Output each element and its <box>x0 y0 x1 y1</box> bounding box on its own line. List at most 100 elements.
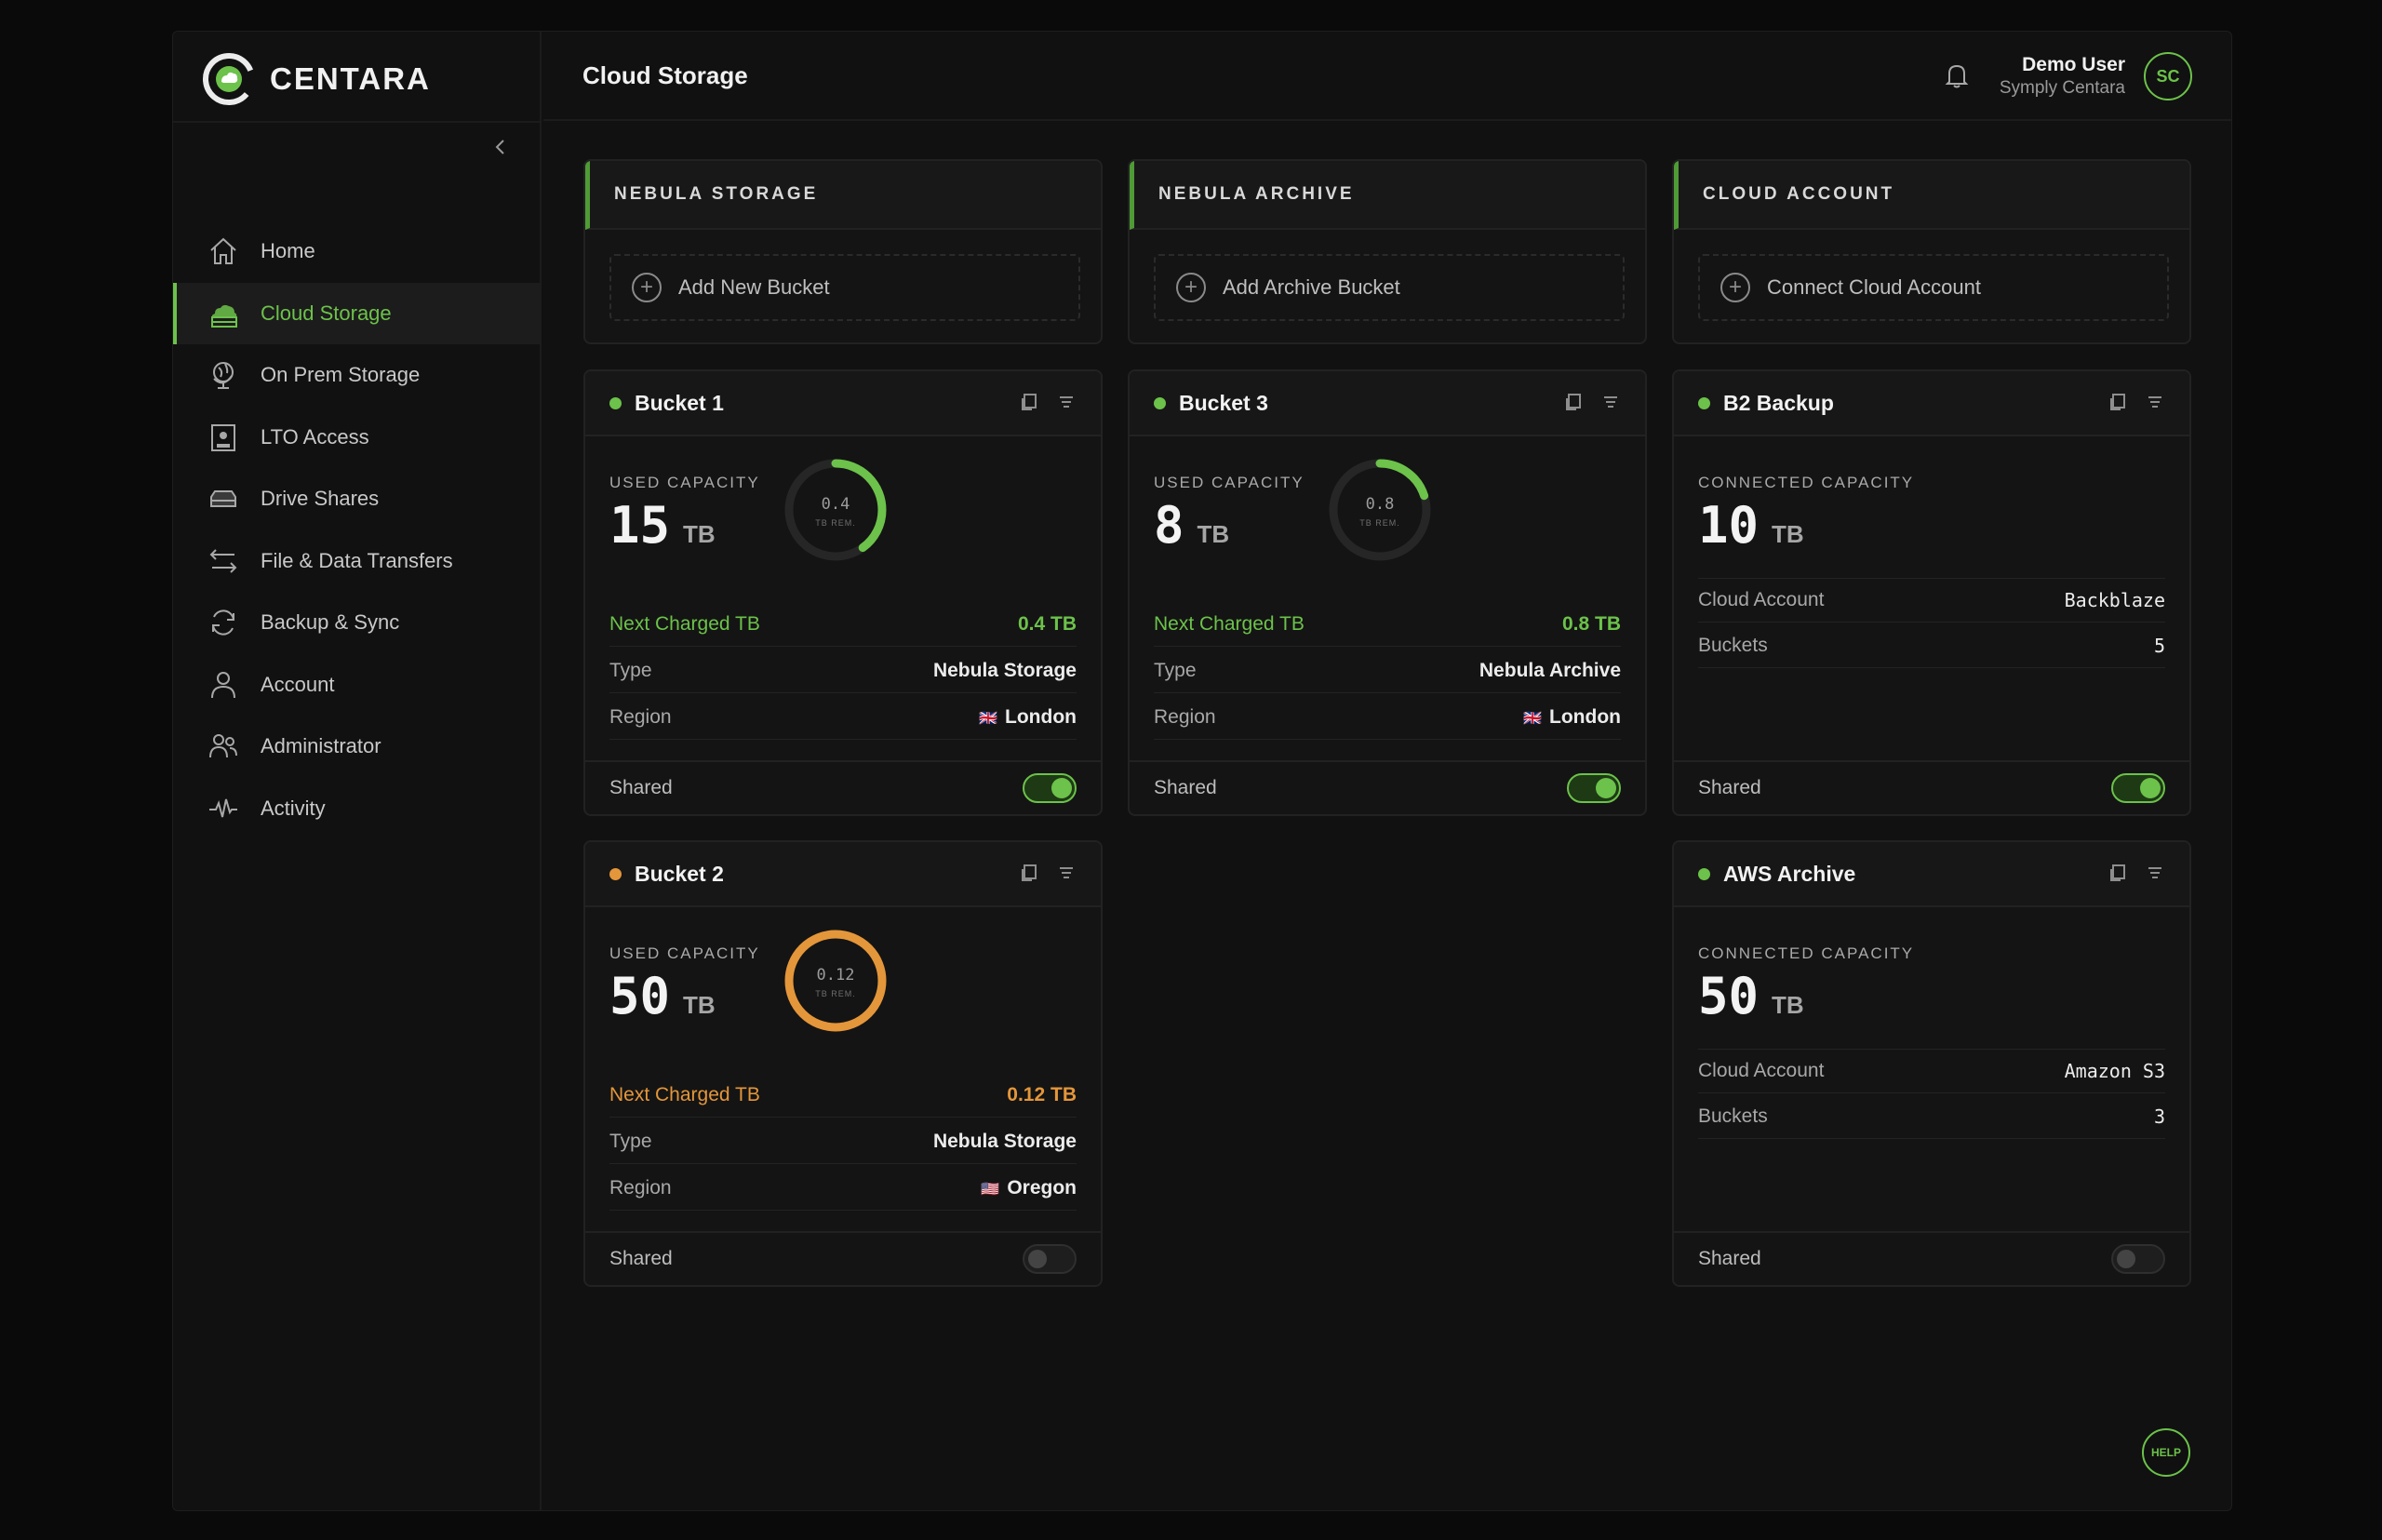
shared-row: Shared <box>1130 760 1645 814</box>
capacity-value: 50 <box>1698 967 1760 1025</box>
avatar[interactable]: SC <box>2144 52 2192 100</box>
shared-toggle[interactable] <box>1023 773 1077 803</box>
status-dot <box>1154 396 1166 409</box>
region-row: Region 🇬🇧 London <box>1154 695 1621 740</box>
type-row: Type Nebula Storage <box>609 649 1077 693</box>
next-charged-value: 0.12 TB <box>1007 1083 1077 1105</box>
top-bar: Cloud Storage Demo User Symply Centara S… <box>543 32 2231 121</box>
type-value: Nebula Storage <box>932 659 1077 681</box>
region-label: Region <box>1154 705 1216 728</box>
bucket-name: Bucket 1 <box>635 390 724 415</box>
remaining-value: 0.4 <box>822 495 850 514</box>
add-archive-bucket-button[interactable]: + Add Archive Bucket <box>1154 254 1625 321</box>
capacity-label: USED CAPACITY <box>609 944 760 962</box>
sidebar-item-account[interactable]: Account <box>173 654 540 716</box>
bucket-card-bucket-2[interactable]: Bucket 2 USED CAPACITY 50 TB 0.12 TB REM.… <box>583 840 1103 1287</box>
sidebar-item-label: Home <box>261 239 315 263</box>
plus-circle-icon: + <box>1720 273 1750 302</box>
copy-icon[interactable] <box>2108 392 2128 412</box>
menu-icon[interactable] <box>2145 392 2165 412</box>
sync-icon <box>212 609 234 636</box>
copy-icon[interactable] <box>1019 863 1039 883</box>
remaining-donut: 0.8 TB REM. <box>1329 459 1431 561</box>
next-charged-value: 0.8 TB <box>1561 612 1621 635</box>
menu-icon[interactable] <box>1056 863 1077 883</box>
type-value: Nebula Archive <box>1479 659 1621 681</box>
sidebar-item-administrator[interactable]: Administrator <box>173 716 540 778</box>
menu-icon[interactable] <box>1600 392 1621 412</box>
region-label: Region <box>609 1176 672 1199</box>
menu-icon[interactable] <box>1056 392 1077 412</box>
cloud-account-card-b2-backup[interactable]: B2 Backup CONNECTED CAPACITY 10 TB Cloud … <box>1672 369 2191 816</box>
button-label: Connect Cloud Account <box>1767 275 1981 299</box>
remaining-donut: 0.12 TB REM. <box>784 930 887 1032</box>
status-dot <box>609 396 622 409</box>
capacity-unit: TB <box>1772 991 1804 1019</box>
shared-toggle[interactable] <box>1023 1244 1077 1274</box>
sidebar-item-label: On Prem Storage <box>261 363 421 387</box>
bucket-card-bucket-1[interactable]: Bucket 1 USED CAPACITY 15 TB 0.4 TB REM. … <box>583 369 1103 816</box>
shared-row: Shared <box>1674 760 2189 814</box>
sidebar-item-label: Administrator <box>261 734 381 758</box>
user-icon <box>211 671 235 698</box>
shared-label: Shared <box>1698 1248 1761 1269</box>
status-dot <box>1698 867 1710 880</box>
sidebar-nav: Home Cloud Storage On Prem Storage LTO A… <box>173 221 540 839</box>
sidebar-item-on-prem-storage[interactable]: On Prem Storage <box>173 344 540 407</box>
type-value: Nebula Storage <box>932 1130 1077 1152</box>
sidebar-item-label: LTO Access <box>261 424 369 449</box>
cloud-account-card-aws-archive[interactable]: AWS Archive CONNECTED CAPACITY 50 TB Clou… <box>1672 840 2191 1287</box>
sidebar-item-label: Cloud Storage <box>261 301 392 325</box>
copy-icon[interactable] <box>1563 392 1584 412</box>
buckets-row: Buckets 3 <box>1698 1094 2165 1139</box>
region-value: London <box>1005 705 1077 728</box>
help-button[interactable]: HELP <box>2142 1428 2190 1477</box>
copy-icon[interactable] <box>2108 863 2128 883</box>
capacity-label: CONNECTED CAPACITY <box>1698 944 1915 962</box>
uk-flag-icon: 🇬🇧 <box>979 710 998 727</box>
collapse-sidebar-button[interactable] <box>489 136 512 158</box>
region-row: Region 🇬🇧 London <box>609 695 1077 740</box>
bell-icon[interactable] <box>1941 60 1973 91</box>
bucket-card-bucket-3[interactable]: Bucket 3 USED CAPACITY 8 TB 0.8 TB REM. N… <box>1128 369 1647 816</box>
sidebar-item-home[interactable]: Home <box>173 221 540 283</box>
cloud-account-row: Cloud Account Amazon S3 <box>1698 1049 2165 1093</box>
app-window: CENTARA Home Cloud Storage On Prem Stora… <box>172 31 2232 1511</box>
shared-label: Shared <box>609 1248 673 1269</box>
us-flag-icon: 🇺🇸 <box>981 1181 1000 1198</box>
next-charged-row: Next Charged TB 0.8 TB <box>1154 602 1621 647</box>
sidebar-item-backup-sync[interactable]: Backup & Sync <box>173 592 540 654</box>
shared-toggle[interactable] <box>1567 773 1621 803</box>
section-title: NEBULA ARCHIVE <box>1158 184 1355 204</box>
status-dot <box>1698 396 1710 409</box>
sidebar-item-activity[interactable]: Activity <box>173 778 540 840</box>
sidebar: CENTARA Home Cloud Storage On Prem Stora… <box>173 32 542 1510</box>
sidebar-item-file-transfers[interactable]: File & Data Transfers <box>173 530 540 593</box>
type-row: Type Nebula Archive <box>1154 649 1621 693</box>
capacity-unit: TB <box>683 991 716 1019</box>
connect-cloud-account-button[interactable]: + Connect Cloud Account <box>1698 254 2169 321</box>
activity-icon <box>209 798 237 818</box>
button-label: Add Archive Bucket <box>1223 275 1400 299</box>
sidebar-item-cloud-storage[interactable]: Cloud Storage <box>173 282 540 344</box>
sidebar-item-drive-shares[interactable]: Drive Shares <box>173 468 540 530</box>
plus-circle-icon: + <box>1176 273 1206 302</box>
logo[interactable]: CENTARA <box>201 50 431 108</box>
globe-stand-icon <box>213 362 234 390</box>
shared-row: Shared <box>585 1231 1101 1285</box>
remaining-value: 0.12 <box>817 966 855 984</box>
copy-icon[interactable] <box>1019 392 1039 412</box>
shared-toggle[interactable] <box>2111 773 2165 803</box>
sidebar-item-lto-access[interactable]: LTO Access <box>173 407 540 469</box>
user-info[interactable]: Demo User Symply Centara <box>2000 54 2125 99</box>
add-new-bucket-button[interactable]: + Add New Bucket <box>609 254 1080 321</box>
remaining-value: 0.8 <box>1366 495 1395 514</box>
shared-toggle[interactable] <box>2111 1244 2165 1274</box>
shared-row: Shared <box>1674 1231 2189 1285</box>
menu-icon[interactable] <box>2145 863 2165 883</box>
bucket-name: Bucket 3 <box>1179 390 1268 415</box>
cloud-account-value: Backblaze <box>2064 589 2165 611</box>
buckets-value: 5 <box>2153 634 2165 657</box>
region-value: Oregon <box>1007 1176 1077 1199</box>
cloud-account-label: Cloud Account <box>1698 1060 1825 1081</box>
